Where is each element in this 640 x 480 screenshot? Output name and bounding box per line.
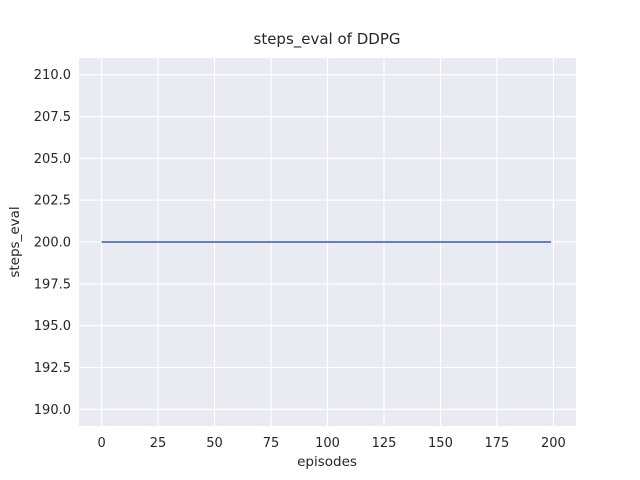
y-tick-label: 207.5 [34, 110, 71, 125]
x-axis-tick-labels: 0 25 50 75 100 125 150 175 200 [97, 436, 565, 451]
y-axis-tick-labels: 190.0 192.5 195.0 197.5 200.0 202.5 205.0 207.5… [34, 68, 71, 418]
x-tick-label: 125 [372, 436, 397, 451]
y-tick-label: 197.5 [34, 277, 71, 292]
x-tick-label: 75 [263, 436, 280, 451]
x-tick-label: 25 [150, 436, 167, 451]
y-axis-label: steps_eval [7, 206, 23, 277]
chart-title: steps_eval of DDPG [254, 30, 401, 49]
y-tick-label: 192.5 [34, 361, 71, 376]
x-tick-label: 0 [97, 436, 105, 451]
y-tick-label: 195.0 [34, 319, 71, 334]
y-tick-label: 190.0 [34, 403, 71, 418]
y-tick-label: 205.0 [34, 152, 71, 167]
x-axis-label: episodes [297, 454, 357, 470]
x-tick-label: 50 [206, 436, 223, 451]
x-tick-label: 100 [315, 436, 340, 451]
x-tick-label: 150 [428, 436, 453, 451]
y-tick-label: 202.5 [34, 194, 71, 209]
y-tick-label: 210.0 [34, 68, 71, 83]
x-tick-label: 175 [485, 436, 510, 451]
y-tick-label: 200.0 [34, 236, 71, 251]
x-tick-label: 200 [541, 436, 566, 451]
